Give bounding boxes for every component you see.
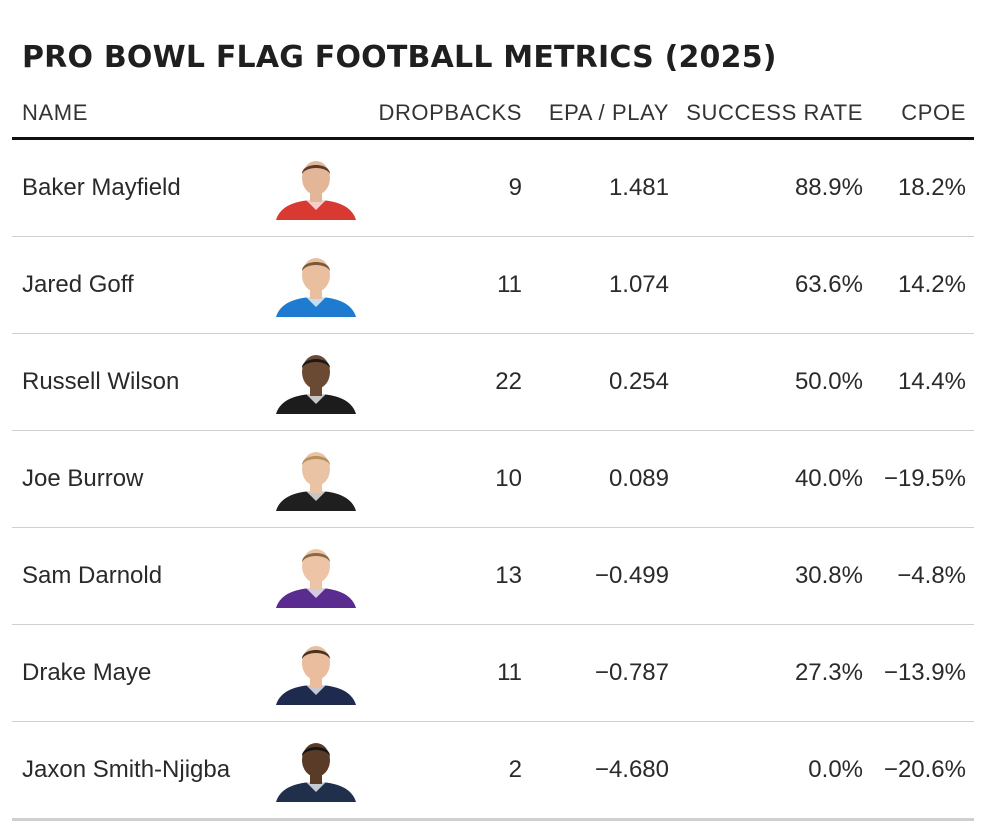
success-rate-value: 88.9% bbox=[794, 174, 863, 201]
player-headshot bbox=[276, 452, 356, 511]
dropbacks-value: 11 bbox=[497, 271, 522, 298]
metrics-table: NAME DROPBACKS EPA / PLAY SUCCESS RATE C… bbox=[12, 92, 974, 821]
epa-per-play-value: −0.499 bbox=[594, 562, 669, 589]
table-header: NAME DROPBACKS EPA / PLAY SUCCESS RATE C… bbox=[12, 92, 974, 140]
cpoe-value: 18.2% bbox=[897, 174, 966, 201]
epa-per-play-value: 1.481 bbox=[608, 174, 669, 201]
table-body: Baker Mayfield 9 1.481 88.9% 18.2% Jared… bbox=[12, 140, 974, 821]
table-row: Jared Goff 11 1.074 63.6% 14.2% bbox=[12, 237, 974, 334]
dropbacks-value: 10 bbox=[495, 465, 522, 492]
dropbacks-value: 2 bbox=[508, 756, 522, 783]
player-name[interactable]: Jaxon Smith-Njigba bbox=[22, 756, 231, 783]
dropbacks-value: 22 bbox=[495, 368, 522, 395]
epa-per-play-value: 0.089 bbox=[608, 465, 669, 492]
table-row: Sam Darnold 13 −0.499 30.8% −4.8% bbox=[12, 528, 974, 625]
cpoe-value: 14.2% bbox=[897, 271, 966, 298]
epa-per-play-value: −0.787 bbox=[594, 659, 669, 686]
player-headshot bbox=[276, 743, 356, 802]
player-headshot bbox=[276, 258, 356, 317]
cpoe-value: −19.5% bbox=[883, 465, 966, 492]
success-rate-value: 63.6% bbox=[794, 271, 863, 298]
epa-per-play-value: 0.254 bbox=[608, 368, 669, 395]
cpoe-value: −4.8% bbox=[897, 562, 966, 589]
column-header-name[interactable]: NAME bbox=[22, 100, 88, 125]
player-name[interactable]: Sam Darnold bbox=[22, 562, 163, 589]
player-headshot bbox=[276, 646, 356, 705]
dropbacks-value: 9 bbox=[508, 174, 522, 201]
column-header-epa-per-play[interactable]: EPA / PLAY bbox=[548, 100, 669, 125]
column-header-cpoe[interactable]: CPOE bbox=[901, 100, 966, 125]
success-rate-value: 40.0% bbox=[794, 465, 863, 492]
success-rate-value: 0.0% bbox=[808, 756, 863, 783]
player-name[interactable]: Russell Wilson bbox=[22, 368, 180, 395]
table-row: Joe Burrow 10 0.089 40.0% −19.5% bbox=[12, 431, 974, 528]
success-rate-value: 50.0% bbox=[794, 368, 863, 395]
player-headshot bbox=[276, 549, 356, 608]
success-rate-value: 30.8% bbox=[794, 562, 863, 589]
success-rate-value: 27.3% bbox=[794, 659, 863, 686]
epa-per-play-value: 1.074 bbox=[608, 271, 669, 298]
player-name[interactable]: Baker Mayfield bbox=[22, 174, 181, 201]
page-title: PRO BOWL FLAG FOOTBALL METRICS (2025) bbox=[22, 40, 777, 75]
cpoe-value: −13.9% bbox=[883, 659, 966, 686]
player-headshot bbox=[276, 161, 356, 220]
table-row: Drake Maye 11 −0.787 27.3% −13.9% bbox=[12, 625, 974, 722]
dropbacks-value: 13 bbox=[495, 562, 522, 589]
column-header-success-rate[interactable]: SUCCESS RATE bbox=[686, 100, 863, 125]
cpoe-value: 14.4% bbox=[897, 368, 966, 395]
player-headshot bbox=[276, 355, 356, 414]
table-row: Russell Wilson 22 0.254 50.0% 14.4% bbox=[12, 334, 974, 431]
player-name[interactable]: Joe Burrow bbox=[22, 465, 144, 492]
cpoe-value: −20.6% bbox=[883, 756, 966, 783]
table-row: Baker Mayfield 9 1.481 88.9% 18.2% bbox=[12, 140, 974, 237]
epa-per-play-value: −4.680 bbox=[594, 756, 669, 783]
player-name[interactable]: Drake Maye bbox=[22, 659, 152, 686]
player-name[interactable]: Jared Goff bbox=[22, 271, 134, 298]
dropbacks-value: 11 bbox=[497, 659, 522, 686]
column-header-dropbacks[interactable]: DROPBACKS bbox=[378, 100, 522, 125]
table-row: Jaxon Smith-Njigba 2 −4.680 0.0% −20.6% bbox=[12, 722, 974, 821]
